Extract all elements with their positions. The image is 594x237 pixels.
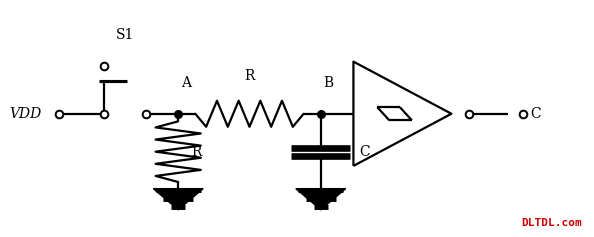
Polygon shape xyxy=(153,189,203,210)
Text: S1: S1 xyxy=(116,28,134,42)
Text: R: R xyxy=(191,145,201,159)
Text: B: B xyxy=(324,76,334,90)
Text: VDD: VDD xyxy=(9,107,41,121)
Text: C: C xyxy=(530,107,541,121)
Text: A: A xyxy=(181,76,191,90)
Text: R: R xyxy=(244,69,255,83)
Text: C: C xyxy=(359,145,370,159)
Text: DLTDL.com: DLTDL.com xyxy=(522,218,582,228)
Polygon shape xyxy=(296,189,346,210)
